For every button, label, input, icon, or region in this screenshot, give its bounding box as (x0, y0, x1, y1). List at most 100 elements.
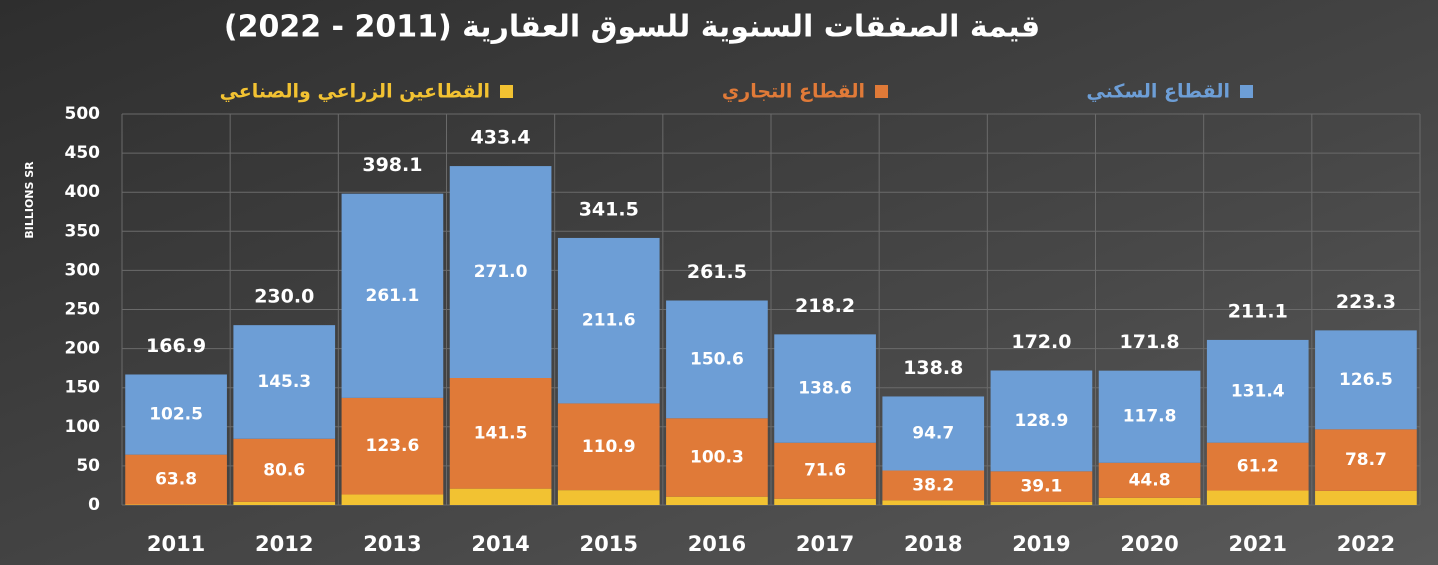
bar-segment (125, 374, 227, 455)
data-label: 71.6 (804, 461, 846, 481)
data-label: 102.5 (149, 405, 203, 425)
bar-segment (233, 325, 336, 439)
bar-segment (1315, 330, 1417, 430)
y-tick-label: 300 (65, 260, 101, 280)
data-label: 63.8 (155, 470, 197, 490)
x-tick-label: 2014 (471, 532, 529, 556)
data-label: 211.6 (582, 311, 636, 331)
x-tick-label: 2019 (1012, 532, 1070, 556)
total-label: 171.8 (1120, 331, 1180, 353)
bar-segment (882, 500, 985, 505)
total-label: 211.1 (1228, 300, 1288, 322)
data-label: 61.2 (1237, 457, 1279, 477)
total-label: 223.3 (1336, 291, 1396, 313)
data-label: 126.5 (1339, 370, 1393, 390)
bar-segment (882, 470, 985, 501)
data-label: 123.6 (366, 436, 420, 456)
data-label: 80.6 (263, 460, 305, 480)
bar-segment (1098, 462, 1201, 498)
data-label: 44.8 (1129, 470, 1171, 490)
total-label: 218.2 (795, 295, 855, 317)
x-tick-label: 2020 (1120, 532, 1178, 556)
bar-segment (341, 494, 444, 505)
data-label: 100.3 (690, 447, 744, 467)
data-label: 141.5 (474, 423, 528, 443)
bar-segment (449, 378, 552, 489)
data-label: 145.3 (257, 372, 311, 392)
y-tick-label: 250 (65, 300, 101, 320)
bar-segment (774, 498, 876, 505)
bar-segment (233, 438, 336, 502)
bar-segment (990, 501, 1093, 505)
y-tick-label: 100 (65, 417, 101, 437)
total-label: 230.0 (254, 286, 314, 308)
data-label: 150.6 (690, 349, 744, 369)
bar-segment (1206, 490, 1309, 505)
legend-marker (1240, 85, 1253, 98)
x-tick-label: 2015 (580, 532, 638, 556)
y-tick-label: 400 (65, 182, 101, 202)
bar-segment (1206, 442, 1309, 491)
legend-marker (500, 85, 513, 98)
total-label: 138.8 (903, 357, 963, 379)
bar-segment (125, 454, 227, 505)
bar-segment (666, 496, 768, 505)
x-tick-label: 2021 (1229, 532, 1287, 556)
bar-segment (990, 370, 1093, 472)
data-label: 128.9 (1015, 411, 1069, 431)
y-tick-label: 200 (65, 339, 101, 359)
legend-label: القطاع التجاري (722, 81, 865, 104)
x-tick-label: 2017 (796, 532, 854, 556)
bar-segment (1315, 490, 1417, 505)
total-label: 433.4 (471, 127, 531, 149)
total-label: 261.5 (687, 261, 747, 283)
bar-segment (449, 488, 552, 505)
x-tick-label: 2011 (147, 532, 205, 556)
x-tick-label: 2018 (904, 532, 962, 556)
data-label: 110.9 (582, 437, 636, 457)
bar-segment (557, 403, 660, 491)
bar-segment (882, 396, 985, 471)
total-label: 341.5 (579, 198, 639, 220)
bar-segment (666, 418, 768, 497)
bar-segment (1206, 339, 1309, 443)
bar-segment (341, 397, 444, 495)
bar-segment (557, 237, 660, 404)
data-label: 138.6 (798, 379, 852, 399)
total-label: 172.0 (1011, 331, 1071, 353)
total-label: 398.1 (362, 154, 422, 176)
legend-label: القطاعين الزراعي والصناعي (220, 81, 490, 103)
data-label: 78.7 (1345, 450, 1387, 470)
data-label: 39.1 (1020, 477, 1062, 497)
x-tick-label: 2013 (363, 532, 421, 556)
y-tick-label: 500 (65, 104, 101, 124)
legend-label: القطاع السكني (1086, 81, 1230, 103)
bar-segment (990, 471, 1093, 502)
y-tick-label: 50 (76, 456, 100, 476)
data-label: 131.4 (1231, 381, 1285, 401)
y-tick-label: 350 (65, 221, 101, 241)
y-tick-label: 150 (65, 378, 101, 398)
data-label: 271.0 (474, 262, 528, 282)
x-tick-label: 2016 (688, 532, 746, 556)
data-label: 94.7 (912, 423, 954, 443)
bar-segment (449, 166, 552, 379)
bar-segment (1098, 370, 1201, 463)
bar-segment (774, 334, 876, 443)
x-tick-label: 2022 (1337, 532, 1395, 556)
legend-marker (875, 85, 888, 98)
y-tick-label: 0 (88, 495, 100, 515)
data-label: 261.1 (366, 286, 420, 306)
data-label: 38.2 (912, 475, 954, 495)
total-label: 166.9 (146, 335, 206, 357)
bar-segment (557, 490, 660, 505)
bar-segment (1315, 429, 1417, 491)
y-tick-label: 450 (65, 143, 101, 163)
bar-segment (233, 501, 336, 505)
bar-segment (666, 300, 768, 419)
chart-title: قيمة الصفقات السنوية للسوق العقارية (201… (224, 10, 1040, 45)
x-tick-label: 2012 (255, 532, 313, 556)
bar-segment (341, 193, 444, 398)
